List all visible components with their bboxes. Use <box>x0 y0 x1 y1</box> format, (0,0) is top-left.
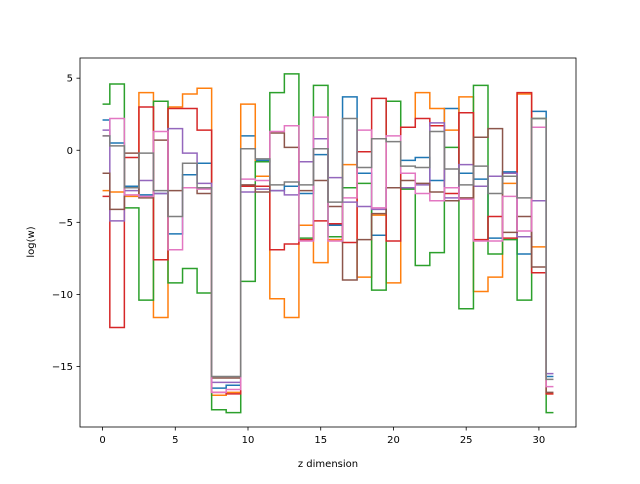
y-tick-label: −10 <box>52 290 73 301</box>
y-tick-label: 5 <box>67 74 73 85</box>
series-line-8 <box>102 117 554 381</box>
x-tick-label: 30 <box>533 435 546 446</box>
plot-frame <box>79 57 577 428</box>
series-line-2 <box>102 87 554 397</box>
x-tick-label: 25 <box>460 435 473 446</box>
series-line-7 <box>102 116 554 394</box>
series-layer <box>102 73 554 414</box>
y-axis-label: log(w) <box>26 226 37 257</box>
y-tick-label: −5 <box>58 218 73 229</box>
series-line-4 <box>102 91 554 395</box>
x-tick-label: 10 <box>242 435 255 446</box>
y-axis: −15 −10 −5 0 5 <box>52 74 80 373</box>
x-tick-label: 20 <box>387 435 400 446</box>
y-tick-label: −15 <box>52 362 73 373</box>
x-tick-label: 15 <box>314 435 327 446</box>
x-tick-label: 0 <box>99 435 105 446</box>
x-tick-label: 5 <box>172 435 178 446</box>
x-axis: 0 5 10 15 20 25 30 <box>99 427 545 446</box>
y-tick-label: 0 <box>67 146 73 157</box>
x-axis-label: z dimension <box>298 459 358 470</box>
